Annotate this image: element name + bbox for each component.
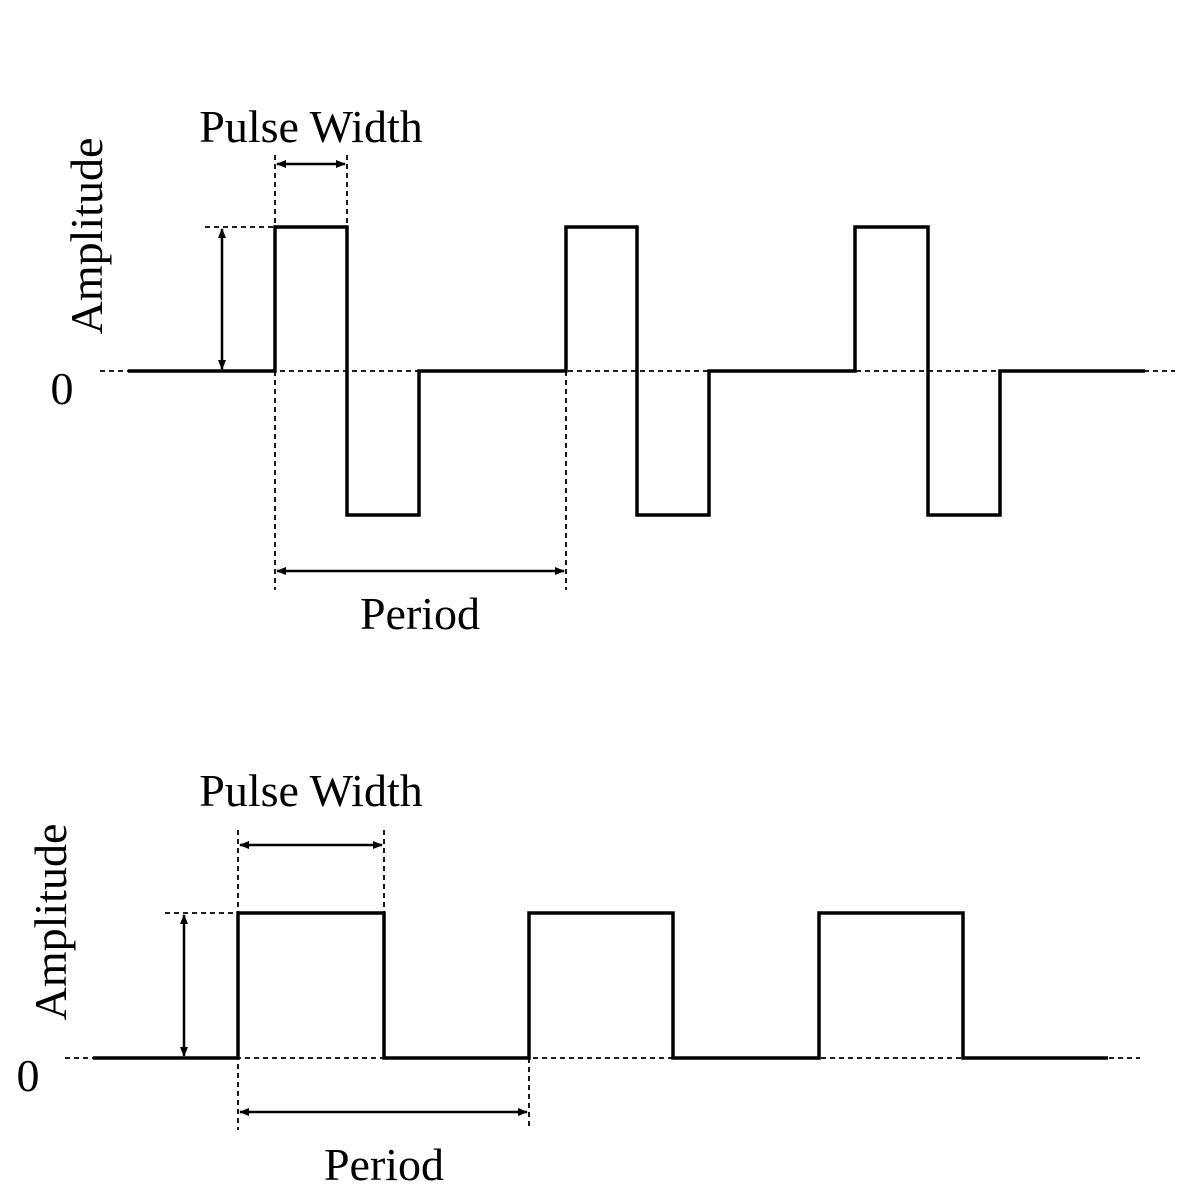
period-label: Period xyxy=(360,588,480,639)
period-label: Period xyxy=(324,1139,444,1190)
unipolar-waveform-diagram: Pulse Width Amplitude 0 Period xyxy=(17,765,1140,1190)
pulse-width-label: Pulse Width xyxy=(199,765,423,816)
bipolar-pulse-trace xyxy=(128,225,1145,517)
pulse-width-label: Pulse Width xyxy=(199,101,423,152)
zero-label: 0 xyxy=(17,1050,40,1101)
amplitude-label: Amplitude xyxy=(25,824,76,1021)
zero-label: 0 xyxy=(51,363,74,414)
amplitude-label: Amplitude xyxy=(61,138,112,335)
bipolar-waveform-diagram: Pulse Width Amplitude 0 Period xyxy=(51,101,1175,639)
unipolar-pulse-trace xyxy=(93,911,1108,1060)
